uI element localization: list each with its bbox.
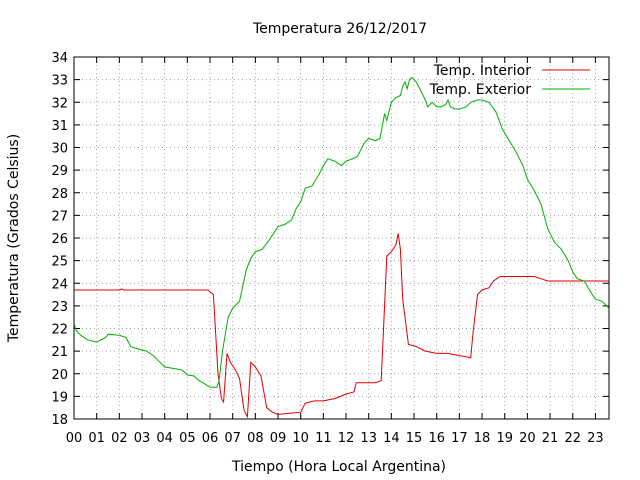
x-tick-label: 13 <box>360 431 377 446</box>
x-axis-title: Tiempo (Hora Local Argentina) <box>231 459 446 475</box>
grid-lines <box>74 57 609 419</box>
series-lines <box>73 76 610 419</box>
x-tick-label: 22 <box>564 431 581 446</box>
x-axis-ticks: 00 01 02 03 04 05 06 07 08 09 10 11 12 13 14 15 16 17 18 19… <box>66 57 604 446</box>
x-tick-label: 17 <box>451 431 468 446</box>
y-tick-label: 18 <box>51 413 68 428</box>
x-tick-label: 01 <box>88 431 105 446</box>
chart-title: Temperatura 26/12/2017 <box>252 21 427 37</box>
y-tick-label: 32 <box>51 96 68 111</box>
x-tick-label: 02 <box>111 431 128 446</box>
series-line-exterior <box>73 76 610 388</box>
y-tick-label: 24 <box>51 277 68 292</box>
y-tick-label: 33 <box>51 74 68 89</box>
y-tick-label: 27 <box>51 209 68 224</box>
x-tick-label: 15 <box>406 431 423 446</box>
y-axis-title: Temperatura (Grados Celsius) <box>6 134 22 343</box>
y-tick-label: 19 <box>51 390 68 405</box>
x-tick-label: 21 <box>542 431 559 446</box>
y-tick-label: 28 <box>51 187 68 202</box>
x-tick-label: 03 <box>134 431 151 446</box>
x-tick-label: 00 <box>66 431 83 446</box>
y-tick-label: 25 <box>51 255 68 270</box>
x-tick-label: 18 <box>474 431 491 446</box>
y-tick-label: 20 <box>51 368 68 383</box>
x-tick-label: 05 <box>179 431 196 446</box>
x-tick-label: 09 <box>270 431 287 446</box>
y-tick-label: 29 <box>51 164 68 179</box>
x-tick-label: 14 <box>383 431 400 446</box>
y-axis-ticks: 18 19 20 21 22 23 24 25 26 27 28 29 30 31 32 33 34 <box>51 51 609 428</box>
x-tick-label: 20 <box>519 431 536 446</box>
x-tick-label: 07 <box>224 431 241 446</box>
x-tick-label: 08 <box>247 431 264 446</box>
x-tick-label: 10 <box>292 431 309 446</box>
x-tick-label: 12 <box>338 431 355 446</box>
x-tick-label: 04 <box>156 431 173 446</box>
plot-frame <box>73 56 610 420</box>
y-tick-label: 26 <box>51 232 68 247</box>
x-tick-label: 16 <box>428 431 445 446</box>
y-tick-label: 21 <box>51 345 68 360</box>
y-tick-label: 34 <box>51 51 68 66</box>
x-tick-label: 06 <box>202 431 219 446</box>
legend-label-interior: Temp. Interior <box>433 63 532 79</box>
x-tick-label: 11 <box>315 431 332 446</box>
x-tick-label: 23 <box>587 431 604 446</box>
y-tick-label: 23 <box>51 300 68 315</box>
legend: Temp. Interior Temp. Exterior <box>429 63 590 98</box>
series-line-interior <box>74 233 609 419</box>
y-tick-label: 22 <box>51 323 68 338</box>
x-tick-label: 19 <box>496 431 513 446</box>
legend-label-exterior: Temp. Exterior <box>429 82 532 98</box>
y-tick-label: 31 <box>51 119 68 134</box>
y-tick-label: 30 <box>51 142 68 157</box>
